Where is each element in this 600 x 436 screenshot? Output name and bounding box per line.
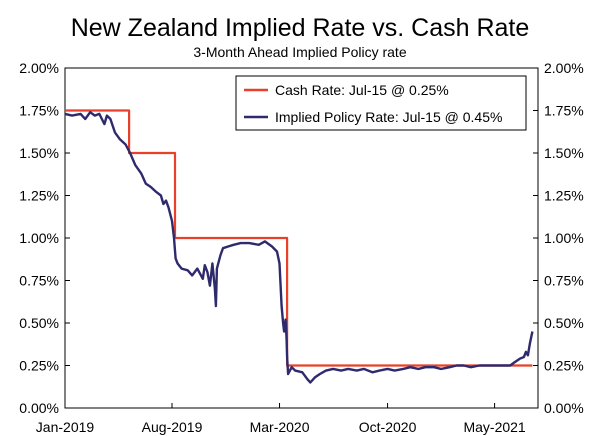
x-tick-label: Jan-2019	[36, 419, 95, 435]
legend: Cash Rate: Jul-15 @ 0.25% Implied Policy…	[235, 75, 527, 131]
y-tick-label-right: 1.25%	[544, 188, 584, 204]
legend-box	[235, 75, 527, 131]
x-tick-label: Oct-2020	[359, 419, 417, 435]
y-tick-label-left: 1.75%	[19, 103, 59, 119]
y-tick-label-right: 0.25%	[544, 358, 584, 374]
chart-subtitle: 3-Month Ahead Implied Policy rate	[193, 44, 407, 60]
y-tick-label-left: 0.00%	[19, 400, 59, 416]
y-tick-label-right: 0.50%	[544, 315, 584, 331]
x-tick-label: Mar-2020	[250, 419, 310, 435]
series-layer	[64, 109, 534, 384]
legend-label-cash-rate: Cash Rate: Jul-15 @ 0.25%	[275, 82, 449, 98]
y-axis-right: 0.00% 0.25% 0.50% 0.75% 1.00% 1.25% 1.50% 1.75%…	[533, 60, 584, 416]
chart-title: New Zealand Implied Rate vs. Cash Rate	[70, 14, 530, 42]
y-tick-label-left: 1.50%	[19, 145, 59, 161]
y-tick-label-left: 1.00%	[19, 230, 59, 246]
y-tick-label-right: 1.00%	[544, 230, 584, 246]
y-tick-label-left: 0.50%	[19, 315, 59, 331]
y-tick-label-right: 2.00%	[544, 60, 584, 76]
y-tick-label-left: 0.25%	[19, 358, 59, 374]
y-tick-label-right: 1.50%	[544, 145, 584, 161]
series-cash-rate-line	[65, 109, 533, 367]
y-tick-label-right: 1.75%	[544, 103, 584, 119]
x-tick-label: May-2021	[463, 419, 525, 435]
y-tick-label-left: 2.00%	[19, 60, 59, 76]
y-tick-label-left: 1.25%	[19, 188, 59, 204]
series-implied-rate-line	[64, 111, 534, 384]
x-axis: Jan-2019 Aug-2019 Mar-2020 Oct-2020 May-2021	[36, 403, 526, 435]
y-tick-label-right: 0.75%	[544, 273, 584, 289]
y-axis-left: 0.00% 0.25% 0.50% 0.75% 1.00% 1.25% 1.50% 1.75%…	[19, 60, 70, 416]
y-tick-label-right: 0.00%	[544, 400, 584, 416]
y-tick-label-left: 0.75%	[19, 273, 59, 289]
x-tick-label: Aug-2019	[142, 419, 203, 435]
legend-label-implied-rate: Implied Policy Rate: Jul-15 @ 0.45%	[275, 109, 502, 125]
